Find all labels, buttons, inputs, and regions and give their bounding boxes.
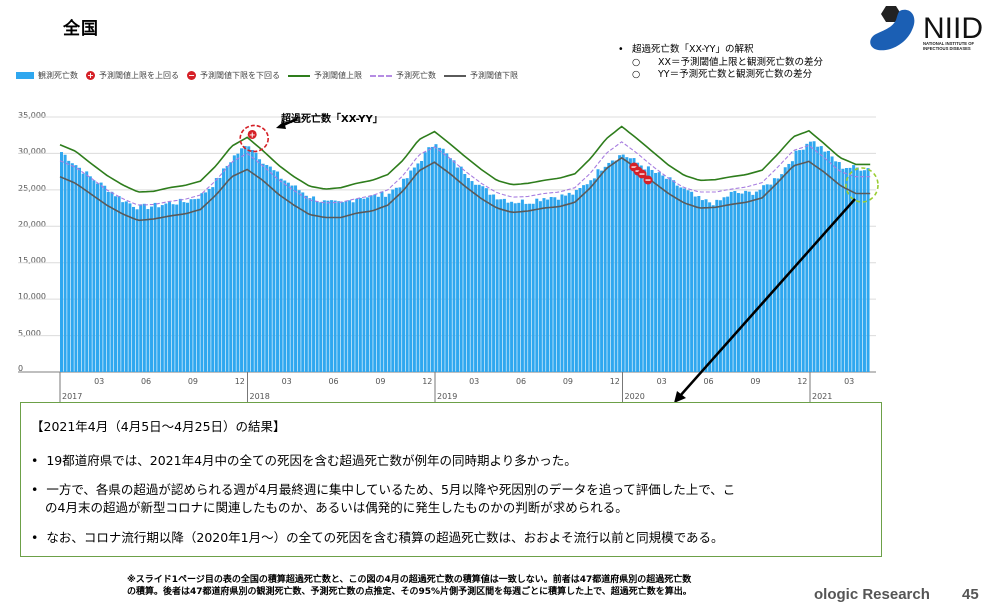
- legend-item-below-lower: − 予測閾値下限を下回る: [187, 70, 280, 81]
- y-tick-label: 35,000: [18, 111, 46, 120]
- x-month-label: 06: [140, 377, 152, 386]
- minus-circle-icon: −: [187, 71, 196, 80]
- brand-text: ologic Research: [814, 586, 930, 603]
- page-title: 全国: [63, 19, 99, 39]
- y-tick-label: 20,000: [18, 220, 46, 229]
- x-month-label: 06: [703, 377, 714, 386]
- footnote: ※スライド1ページ目の表の全国の積算超過死亡数と、この図の4月の超過死亡数の積算…: [127, 574, 692, 598]
- legend-label: 予測閾値上限を上回る: [99, 71, 179, 80]
- interpretation-notes: • 超過死亡数「XX-YY」の解釈 ○ XX＝予測閾値上限と観測死亡数の差分 ○…: [618, 44, 823, 82]
- plus-circle-icon: +: [86, 71, 95, 80]
- x-month-label: 09: [187, 377, 198, 386]
- x-month-label: 06: [328, 377, 339, 386]
- bar-swatch-icon: [16, 72, 34, 79]
- legend-label: 予測閾値上限: [314, 71, 362, 80]
- legend-item-predicted: 予測死亡数: [370, 70, 436, 81]
- x-month-label: 03: [844, 377, 855, 386]
- excess-callout-label: 超過死亡数「XX-YY」: [281, 114, 383, 125]
- legend-item-observed: 観測死亡数: [16, 70, 78, 81]
- legend-label: 予測閾値下限を下回る: [200, 71, 280, 80]
- result-item: • 19都道府県では、2021年4月中の全ての死因を含む超過死亡数が例年の同時期…: [31, 450, 577, 469]
- x-month-label: 09: [562, 377, 573, 386]
- interpretation-heading: 超過死亡数「XX-YY」の解釈: [632, 44, 754, 55]
- x-year-label: 2021: [812, 392, 833, 401]
- svg-text:NIID: NIID: [923, 12, 983, 45]
- bullet: •: [31, 453, 39, 468]
- legend-label: 予測死亡数: [396, 71, 436, 80]
- results-heading: 【2021年4月（4月5日～4月25日）の結果】: [31, 419, 286, 434]
- legend-item-above-upper: + 予測閾値上限を上回る: [86, 70, 179, 81]
- svg-text:INFECTIOUS DISEASES: INFECTIOUS DISEASES: [923, 46, 971, 51]
- dashed-line-icon: [370, 74, 392, 77]
- footnote-line: ※スライド1ページ目の表の全国の積算超過死亡数と、この図の4月の超過死亡数の積算…: [127, 575, 692, 585]
- legend-item-upper-threshold: 予測閾値上限: [288, 70, 362, 81]
- x-month-label: 03: [94, 377, 105, 386]
- x-month-label: 12: [797, 377, 808, 386]
- x-month-label: 12: [234, 377, 245, 386]
- x-year-label: 2019: [437, 392, 458, 401]
- x-month-label: 12: [422, 377, 433, 386]
- bullet: •: [31, 530, 39, 545]
- bullet: •: [618, 44, 624, 55]
- x-year-label: 2018: [249, 392, 270, 401]
- result-item: • 一方で、各県の超過が認められる週が4月最終週に集中しているため、5月以降や死…: [31, 479, 735, 498]
- result-item: • なお、コロナ流行期以降（2020年1月～）の全ての死因を含む積算の超過死亡数…: [31, 527, 724, 546]
- legend-label: 予測閾値下限: [470, 71, 518, 80]
- interpretation-line: YY＝予測死亡数と観測死亡数の差分: [658, 69, 813, 80]
- x-month-label: 03: [469, 377, 480, 386]
- page-number: 45: [962, 586, 979, 603]
- y-tick-label: 0: [18, 364, 24, 373]
- chart-legend: 観測死亡数 + 予測閾値上限を上回る − 予測閾値下限を下回る 予測閾値上限 予…: [16, 70, 518, 81]
- footnote-line: の積算。後者は47都道府県別の観測死亡数、予測死亡数の点推定、その95%片側予測…: [127, 587, 692, 597]
- x-year-label: 2020: [624, 392, 645, 401]
- x-month-label: 09: [750, 377, 761, 386]
- bullet: •: [31, 482, 39, 497]
- interpretation-line: XX＝予測閾値上限と観測死亡数の差分: [658, 56, 824, 68]
- svg-text:NATIONAL INSTITUTE OF: NATIONAL INSTITUTE OF: [923, 41, 974, 46]
- result-text: 一方で、各県の超過が認められる週が4月最終週に集中しているため、5月以降や死因別…: [46, 482, 736, 497]
- gray-line-icon: [444, 74, 466, 77]
- result-text: 19都道府県では、2021年4月中の全ての死因を含む超過死亡数が例年の同時期より…: [46, 453, 577, 468]
- result-text: なお、コロナ流行期以降（2020年1月～）の全ての死因を含む積算の超過死亡数は、…: [46, 530, 724, 545]
- legend-item-lower-threshold: 予測閾値下限: [444, 70, 518, 81]
- legend-label: 観測死亡数: [38, 71, 78, 80]
- y-tick-label: 30,000: [18, 147, 46, 156]
- x-month-label: 12: [609, 377, 620, 386]
- sub-bullet: ○: [632, 56, 641, 68]
- x-month-label: 06: [515, 377, 527, 386]
- y-tick-label: 10,000: [18, 292, 46, 301]
- niid-logo: NIID NATIONAL INSTITUTE OF INFECTIOUS DI…: [866, 4, 986, 54]
- sub-bullet: ○: [632, 69, 641, 80]
- result-text-continued: の4月末の超過が新型コロナに関連したものか、あるいは偶発的に発生したものかの判断…: [45, 500, 628, 515]
- green-line-icon: [288, 74, 310, 77]
- excess-mortality-chart: +: [18, 116, 879, 403]
- y-tick-label: 5,000: [18, 329, 41, 338]
- results-box: 【2021年4月（4月5日～4月25日）の結果】 • 19都道府県では、2021…: [20, 402, 882, 557]
- x-month-label: 03: [656, 377, 667, 386]
- y-tick-label: 25,000: [18, 184, 46, 193]
- y-tick-label: 15,000: [18, 256, 46, 265]
- svg-text:+: +: [249, 130, 256, 139]
- x-year-label: 2017: [62, 392, 83, 401]
- x-month-label: 09: [375, 377, 386, 386]
- x-month-label: 03: [281, 377, 292, 386]
